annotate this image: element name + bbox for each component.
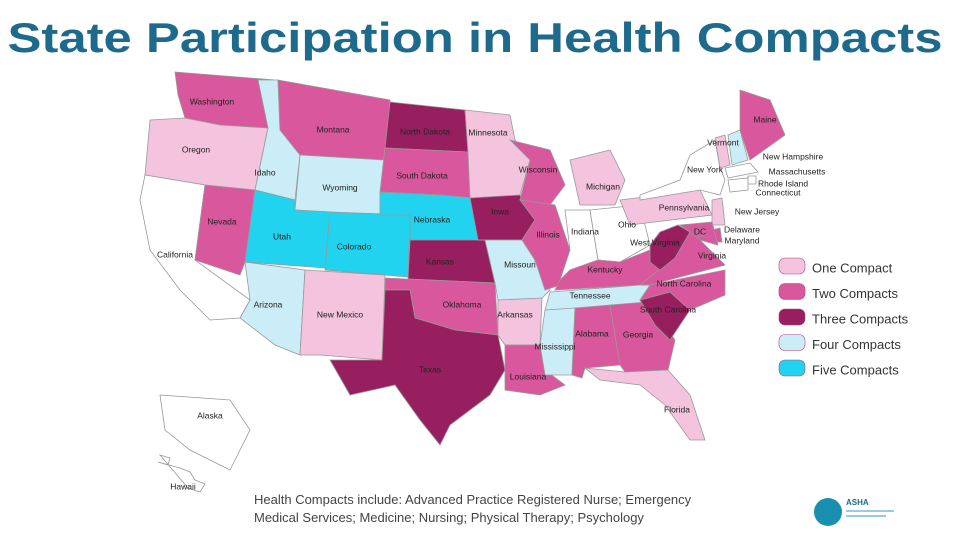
state-label: Wyoming [322,182,358,192]
state-label: Kansas [426,256,454,266]
state [649,224,691,271]
legend-label: Four Compacts [812,337,901,352]
legend-label: Two Compacts [812,286,898,301]
state-label: Florida [664,404,690,414]
state-label: Minnesota [468,127,507,137]
state [724,162,759,179]
state [329,289,506,446]
state-label: Utah [273,231,291,241]
state-label: Michigan [586,181,620,191]
state-label: South Carolina [640,304,697,314]
state-label: Maryland [725,235,760,245]
state-label: Delaware [724,224,760,234]
state-label: Washington [190,96,235,106]
legend-swatch [778,283,806,300]
state-label: Ohio [618,219,636,229]
legend-swatch [778,359,806,377]
state [747,175,757,185]
logo: ASHA [814,498,894,526]
state-label: Texas [419,364,441,374]
state-label: Colorado [337,241,372,251]
state-label: Oregon [182,144,211,154]
state-label: California [157,249,193,259]
title: State Participation in Health Compacts [8,14,943,61]
state [277,79,391,161]
state-label: Nebraska [414,214,451,224]
state-label: Arkansas [497,309,532,319]
state-label: Alaska [197,410,223,420]
state-label: Montana [316,124,349,134]
state [739,89,786,161]
legend-swatch [778,308,806,326]
state-label: Iowa [491,206,509,216]
state-label: Missouri [504,259,536,269]
state-label: Wisconsin [519,164,558,174]
state-label: North Carolina [657,278,712,288]
state-label: Arizona [254,299,283,309]
state-label: Massachusetts [769,166,826,176]
state-label: New Mexico [317,309,364,319]
legend-swatch [778,334,806,351]
state [714,134,731,169]
footnote-line: Medical Services; Medicine; Nursing; Phy… [254,510,644,525]
state-label: Virginia [698,250,726,260]
state [157,454,206,493]
state-label: Nevada [207,216,237,226]
state [519,199,571,291]
state [569,149,626,206]
footnote-line: Health Compacts include: Advanced Practi… [254,492,692,507]
state [583,367,706,441]
legend-label: Five Compacts [812,362,899,377]
logo-line [846,510,894,512]
map: Washington Oregon California Nevada Idaho Mon… [139,71,826,493]
state [299,269,386,361]
state-label: Hawaii [170,481,196,491]
state [194,184,256,276]
state-label: North Dakota [400,126,450,136]
state-label: Rhode Island [758,178,808,188]
state-label: Alabama [575,328,609,338]
state-label: Tennessee [569,290,610,300]
legend: One Compact Two Compacts Three Compacts Fou… [778,257,909,377]
state-label: Louisiana [510,371,547,381]
state [464,109,531,199]
state-label: Connecticut [756,187,802,197]
legend-label: One Compact [812,260,893,275]
state-label: Oklahoma [443,299,482,309]
state-label: Vermont [707,137,739,147]
logo-mark [814,498,842,526]
state [159,394,251,471]
state [639,269,726,311]
legend-label: Three Compacts [812,311,909,326]
state [727,177,749,193]
state-label: Georgia [623,329,654,339]
state-label: DC [694,226,706,236]
state-label: Idaho [254,167,276,177]
legend-swatch [778,257,806,275]
state [727,129,749,166]
state [539,307,576,376]
state-label: Pennsylvania [659,202,710,212]
state-label: South Dakota [396,170,448,180]
state-label: Mississippi [534,341,575,351]
state [711,197,726,226]
state [497,297,543,346]
state-label: Kentucky [588,264,624,274]
state-label: West Virginia [630,237,680,247]
logo-line [846,515,886,517]
state-label: New Hampshire [763,151,824,161]
logo-text: ASHA [846,498,869,507]
state-label: Maine [753,114,776,124]
state-label: Illinois [536,229,560,239]
state [639,139,726,201]
state-label: New York [687,164,724,174]
state-label: New Jersey [735,206,780,216]
state [696,228,705,237]
state-label: Indiana [571,226,599,236]
